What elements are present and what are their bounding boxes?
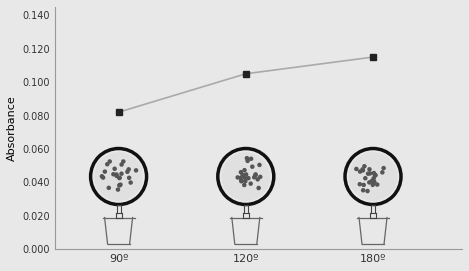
Ellipse shape	[118, 184, 121, 187]
Ellipse shape	[107, 186, 110, 189]
Ellipse shape	[115, 174, 118, 178]
Ellipse shape	[240, 179, 243, 182]
Ellipse shape	[244, 180, 247, 183]
Ellipse shape	[129, 181, 132, 184]
Ellipse shape	[355, 167, 358, 170]
Ellipse shape	[259, 175, 262, 178]
Ellipse shape	[371, 179, 374, 182]
Ellipse shape	[118, 176, 121, 179]
Ellipse shape	[381, 171, 384, 174]
Ellipse shape	[127, 168, 130, 171]
Ellipse shape	[245, 173, 248, 176]
Ellipse shape	[373, 180, 376, 183]
Ellipse shape	[253, 176, 256, 179]
Ellipse shape	[120, 163, 123, 166]
Ellipse shape	[243, 176, 246, 179]
Ellipse shape	[376, 183, 379, 186]
Ellipse shape	[243, 169, 246, 172]
Ellipse shape	[239, 176, 242, 179]
Ellipse shape	[241, 173, 244, 176]
Ellipse shape	[243, 183, 246, 186]
Ellipse shape	[128, 176, 131, 179]
Ellipse shape	[249, 182, 252, 185]
Ellipse shape	[101, 176, 105, 179]
Ellipse shape	[358, 183, 361, 186]
Ellipse shape	[372, 172, 375, 175]
Ellipse shape	[245, 157, 249, 160]
Ellipse shape	[100, 175, 104, 178]
Ellipse shape	[247, 177, 250, 180]
Y-axis label: Absorbance: Absorbance	[7, 95, 17, 161]
Ellipse shape	[366, 189, 369, 193]
Ellipse shape	[118, 184, 121, 187]
Ellipse shape	[257, 186, 260, 189]
Ellipse shape	[115, 173, 118, 176]
Ellipse shape	[135, 169, 137, 172]
Ellipse shape	[374, 174, 377, 177]
Ellipse shape	[364, 177, 367, 180]
Ellipse shape	[246, 159, 249, 162]
Ellipse shape	[240, 180, 243, 183]
Ellipse shape	[254, 174, 257, 177]
Ellipse shape	[221, 152, 270, 201]
Ellipse shape	[368, 168, 371, 171]
Ellipse shape	[382, 167, 385, 170]
Ellipse shape	[363, 165, 366, 168]
Ellipse shape	[369, 172, 371, 175]
Ellipse shape	[126, 170, 129, 173]
Ellipse shape	[372, 177, 375, 180]
Ellipse shape	[118, 176, 121, 180]
Ellipse shape	[120, 172, 123, 175]
Ellipse shape	[367, 172, 370, 175]
Ellipse shape	[361, 168, 364, 171]
Ellipse shape	[116, 188, 120, 191]
Ellipse shape	[106, 163, 109, 166]
Ellipse shape	[362, 183, 365, 186]
Ellipse shape	[362, 169, 364, 172]
Ellipse shape	[119, 183, 122, 186]
Ellipse shape	[368, 181, 371, 184]
Ellipse shape	[358, 170, 362, 173]
Ellipse shape	[94, 152, 143, 201]
Ellipse shape	[239, 171, 242, 174]
Ellipse shape	[256, 178, 259, 181]
Ellipse shape	[108, 160, 111, 163]
Ellipse shape	[371, 183, 374, 186]
Ellipse shape	[236, 176, 239, 179]
Ellipse shape	[103, 170, 106, 173]
Ellipse shape	[113, 167, 116, 170]
Ellipse shape	[254, 173, 257, 176]
Ellipse shape	[112, 173, 115, 176]
Ellipse shape	[122, 160, 125, 163]
Ellipse shape	[373, 174, 377, 177]
Ellipse shape	[250, 157, 253, 160]
Ellipse shape	[258, 163, 261, 166]
Ellipse shape	[348, 152, 397, 201]
Ellipse shape	[362, 189, 365, 192]
Ellipse shape	[251, 165, 254, 168]
